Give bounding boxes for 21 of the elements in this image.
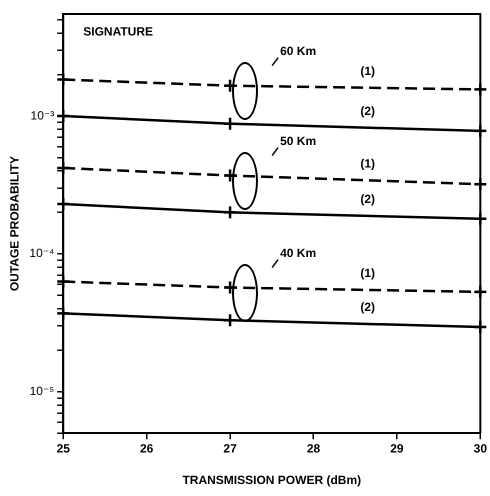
- annotation: SIGNATURE: [83, 24, 154, 38]
- y-axis-title: OUTAGE PROBABILITY: [8, 156, 22, 292]
- series-label: (2): [360, 104, 376, 118]
- annotation: 50 Km: [280, 134, 316, 148]
- x-axis-title: TRANSMISSION POWER (dBm): [182, 473, 362, 488]
- series-label: (1): [360, 156, 376, 171]
- x-tick-label: 30: [474, 442, 488, 456]
- y-tick-label: 10⁻⁴: [29, 246, 54, 260]
- series-label: (1): [360, 64, 376, 78]
- series-label: (2): [360, 192, 376, 206]
- series-label: (1): [360, 266, 376, 280]
- series-label: (2): [360, 300, 376, 314]
- annotation: 60 Km: [280, 44, 316, 58]
- x-tick-label: 28: [306, 442, 320, 456]
- annotation: 40 Km: [280, 246, 316, 260]
- y-tick-label: 10⁻³: [30, 108, 54, 122]
- x-tick-label: 29: [390, 442, 404, 456]
- x-tick-label: 27: [223, 442, 238, 456]
- x-tick-label: 25: [56, 442, 70, 456]
- y-tick-label: 10⁻⁵: [30, 384, 54, 398]
- x-tick-label: 26: [140, 442, 154, 456]
